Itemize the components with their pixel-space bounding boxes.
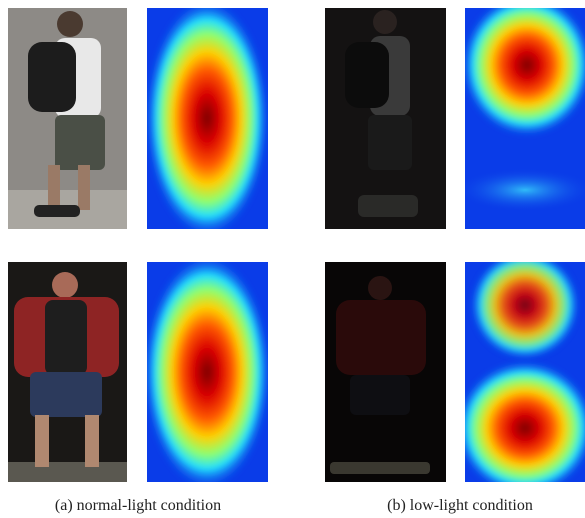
photo [325,262,446,482]
photo [8,8,127,229]
photo [325,8,446,229]
caption: (b) low-light condition [387,497,533,514]
heatmap [145,0,269,238]
page: (a) normal-light condition (b) low-light… [0,0,585,518]
heatmap [143,254,271,490]
heatmap [455,0,585,229]
figure: (a) normal-light condition (b) low-light… [0,0,585,518]
caption: (a) normal-light condition [55,497,221,514]
photo [8,262,127,482]
heatmap [455,250,585,496]
